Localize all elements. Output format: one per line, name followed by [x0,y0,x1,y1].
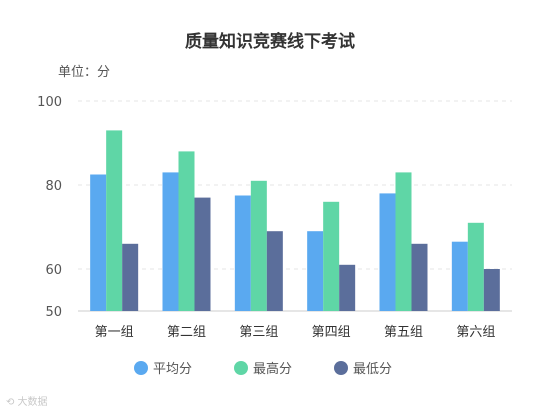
bar-1-1 [90,174,107,311]
legend[interactable]: 平均分 最高分 最低分 [134,361,392,377]
bar-2-2 [178,151,195,311]
x-tick-label: 第五组 [384,325,423,340]
bar-1-2 [162,172,179,311]
legend-swatch [334,361,348,375]
legend-swatch [234,361,248,375]
chart-title: 质量知识竞赛线下考试 [185,31,355,52]
bar-1-6 [451,241,468,311]
x-tick-label: 第三组 [239,325,278,340]
bar-3-6 [483,269,500,311]
x-tick-label: 第一组 [95,325,134,340]
unit-label: 单位：分 [58,65,110,80]
watermark: ⟲ 大数据 [6,395,48,408]
bar-2-5 [395,172,412,311]
x-tick-label: 第四组 [312,325,351,340]
legend-item-3[interactable]: 最低分 [334,361,392,377]
legend-item-2[interactable]: 最高分 [234,361,292,377]
y-tick-label: 50 [45,305,62,320]
bar-2-1 [106,130,123,311]
bar-3-1 [122,243,139,311]
bar-3-5 [411,243,428,311]
bars [90,130,500,311]
y-axis: 50 60 80 100 [37,95,512,320]
legend-item-1[interactable]: 平均分 [134,361,192,377]
y-tick-label: 100 [37,95,62,110]
bar-3-2 [194,197,211,311]
legend-label: 最高分 [253,361,292,377]
y-tick-label: 60 [45,263,62,278]
bar-3-4 [339,264,356,311]
legend-label: 平均分 [153,362,192,377]
bar-2-4 [323,201,340,311]
legend-label: 最低分 [353,362,392,377]
x-axis: 第一组 第二组 第三组 第四组 第五组 第六组 [95,325,496,340]
bar-1-3 [234,195,251,311]
bar-2-6 [467,222,484,311]
bar-2-3 [250,180,267,311]
grid-lines [78,100,512,270]
bar-3-3 [266,231,283,311]
bar-1-4 [307,231,324,311]
legend-swatch [134,361,148,375]
x-tick-label: 第二组 [167,325,206,340]
x-tick-label: 第六组 [456,325,495,340]
y-tick-label: 80 [45,179,62,194]
bar-1-5 [379,193,396,311]
